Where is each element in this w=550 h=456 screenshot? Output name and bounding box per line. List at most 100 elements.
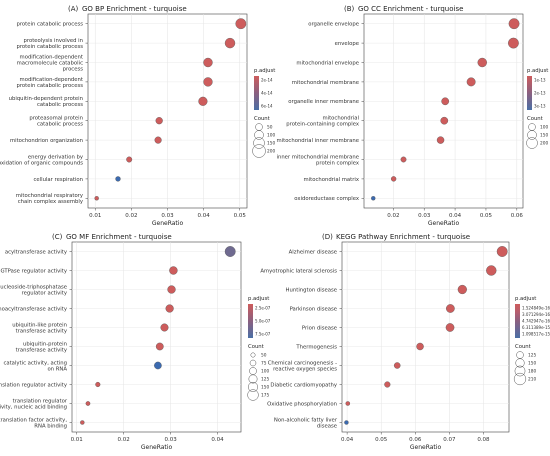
size-legend-circle <box>249 367 257 375</box>
category-label: Amyotrophic lateral sclerosis <box>260 268 337 274</box>
size-legend-label: 100 <box>540 125 548 131</box>
category-label-line: Chemical carcinogenesis - <box>268 360 337 366</box>
panel-4: (D) KEGG Pathway Enrichment - turquoise 0.… <box>260 233 550 451</box>
category-label: Parkinson disease <box>290 306 337 312</box>
category-label-line: Amyotrophic lateral sclerosis <box>260 268 337 274</box>
plot-area <box>363 13 524 209</box>
size-legend-label: 210 <box>528 377 536 383</box>
category-label-line: cellular respiration <box>33 177 83 183</box>
x-tick-label: 0.06 <box>511 213 524 219</box>
category-label-line: disease <box>317 423 337 429</box>
category-label-line: Non-alcoholic fatty liver <box>274 417 338 423</box>
data-point <box>508 18 520 30</box>
category-label-line: ubiquitin-dependent protein <box>9 96 83 102</box>
color-legend-label: 1.524849e-16 <box>522 306 550 311</box>
size-legend-circle <box>528 123 536 131</box>
category-label: Non-alcoholic fatty liver disease <box>274 417 338 429</box>
size-legend-label: 150 <box>540 133 548 139</box>
size-legend-label: 150 <box>261 385 269 391</box>
panel-1: (A) GO BP Enrichment - turquoise 0.01 0.02 0… <box>0 5 275 227</box>
category-label: mitochondrial membrane <box>292 80 359 86</box>
color-legend-title: p.adjust <box>515 296 536 302</box>
category-label: energy derivation by oxidation of organic… <box>0 154 83 166</box>
data-point <box>477 57 487 68</box>
category-label-line: organelle envelope <box>308 22 359 28</box>
category-label: ubiquitin-like protein transferase activi… <box>12 322 67 334</box>
data-point <box>155 342 164 351</box>
category-label-line: reactive oxygen species <box>273 366 337 372</box>
size-legend-circle <box>526 137 538 149</box>
color-bar <box>248 304 253 338</box>
category-label-line: inner mitochondrial membrane <box>276 154 359 160</box>
category-label: proteasomal protein catabolic process <box>29 116 83 128</box>
data-point <box>167 285 176 294</box>
data-point <box>390 176 397 182</box>
data-point <box>445 323 455 332</box>
size-legend-label: 100 <box>261 369 269 375</box>
category-label: mitochondrial respiratory chain complex a… <box>16 193 83 205</box>
size-legend-title: Count <box>527 116 543 122</box>
x-axis-label: GeneRatio <box>141 444 173 451</box>
category-label: organelle envelope <box>308 22 359 28</box>
size-legend-label: 125 <box>528 353 536 359</box>
category-label: translation regulator activity <box>0 382 67 388</box>
data-point <box>400 156 407 163</box>
category-label: protein catabolic process <box>17 22 84 28</box>
data-point <box>457 284 467 295</box>
category-label-line: RNA binding <box>34 423 67 429</box>
size-legend-title: Count <box>248 344 264 350</box>
color-legend-label: 1e-13 <box>534 78 546 83</box>
x-tick-label: 0.05 <box>234 213 247 219</box>
color-legend-label: 5.0e-07 <box>255 319 271 324</box>
color-legend-title: p.adjust <box>254 68 275 74</box>
color-legend-label: 1.098517e-15 <box>522 332 550 337</box>
category-label-line: macromolecule catabolic <box>17 60 83 66</box>
size-legend-circle <box>515 358 525 368</box>
category-label: cellular respiration <box>33 177 83 183</box>
category-label-line: catalytic activity, acting <box>3 360 67 366</box>
size-legend-circle <box>247 389 259 401</box>
size-legend-circle <box>249 359 257 367</box>
data-point <box>160 323 169 332</box>
x-tick-label: 0.01 <box>71 437 83 443</box>
x-tick-label: 0.04 <box>198 213 211 219</box>
category-label: modification-dependent protein catabolic … <box>17 77 84 89</box>
panel-title: KEGG Pathway Enrichment - turquoise <box>336 233 470 241</box>
x-tick-label: 0.03 <box>164 437 177 443</box>
category-label: aminoacyltransferase activity <box>0 306 67 312</box>
category-label: Diabetic cardiomyopathy <box>270 382 337 388</box>
category-label-line: ubiquitin-like protein <box>12 322 67 328</box>
category-label-line: proteasomal protein <box>29 116 83 122</box>
category-label-line: process <box>63 66 84 72</box>
size-legend-label: 50 <box>267 125 273 131</box>
color-legend-label: 3.071294e-16 <box>522 312 550 317</box>
category-label-line: organelle inner membrane <box>288 99 359 105</box>
category-label-line: on RNA <box>47 366 67 372</box>
category-label-line: protein complex <box>316 160 359 166</box>
category-label-line: regulator activity <box>22 290 67 296</box>
category-label-line: Parkinson disease <box>290 306 337 312</box>
x-axis-label: GeneRatio <box>428 220 460 227</box>
category-label: ubiquitin-dependent protein catabolic pro… <box>9 96 84 108</box>
category-label: envelope <box>335 41 359 47</box>
category-label-line: activity, nucleic acid binding <box>0 404 67 410</box>
category-label-line: mitochondrial <box>322 116 359 122</box>
category-label-line: Huntington disease <box>286 287 337 293</box>
category-label: Thermogenesis <box>295 344 337 350</box>
panel-label: (B) <box>344 5 355 13</box>
data-point <box>466 77 476 87</box>
size-legend-label: 200 <box>540 141 548 147</box>
color-legend-label: 6e-14 <box>261 104 273 109</box>
size-legend-label: 150 <box>267 141 275 147</box>
category-label-line: mitochondrial envelope <box>296 60 359 66</box>
panel-2: (B) GO CC Enrichment - turquoise 0.02 0.03 0… <box>276 5 548 227</box>
category-label: acyltransferase activity <box>5 249 67 255</box>
size-legend-circle <box>513 372 527 386</box>
color-legend-label: 7.5e-07 <box>255 332 271 337</box>
category-label: Prion disease <box>302 325 337 331</box>
size-legend-circle <box>248 374 258 384</box>
color-legend-label: 4.742947e-16 <box>522 319 550 324</box>
data-point <box>198 96 208 106</box>
data-point <box>154 136 162 144</box>
